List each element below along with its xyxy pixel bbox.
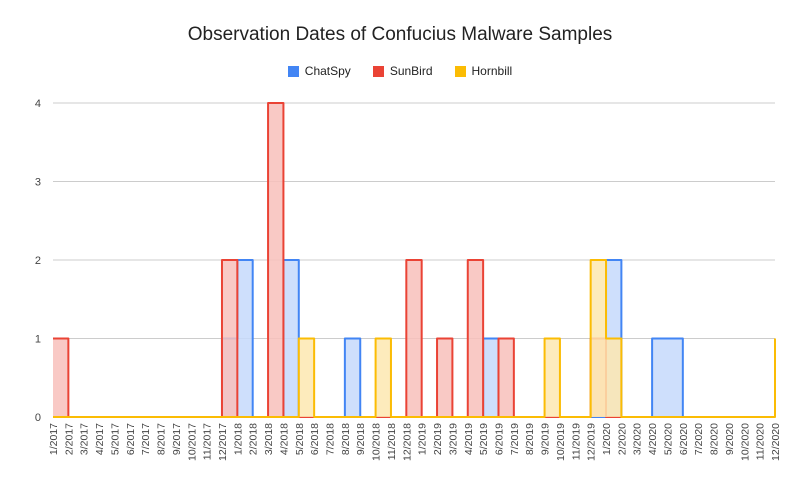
x-tick-label: 8/2020: [709, 423, 721, 455]
x-tick-label: 7/2018: [325, 423, 337, 455]
legend-swatch: [372, 65, 384, 77]
x-tick-label: 6/2020: [678, 423, 690, 455]
x-tick-label: 1/2017: [48, 423, 60, 455]
x-tick-label: 7/2019: [509, 423, 521, 455]
legend-item-hornbill: Hornbill: [454, 64, 513, 78]
x-tick-label: 11/2018: [386, 423, 398, 460]
y-tick-label: 1: [35, 334, 41, 346]
series-line-hornbill: [53, 259, 776, 418]
legend-label: Hornbill: [471, 64, 513, 78]
x-tick-label: 3/2019: [447, 423, 459, 455]
x-tick-label: 11/2019: [570, 423, 582, 460]
series-area-hornbill: [53, 260, 775, 417]
x-tick-label: 7/2020: [693, 423, 705, 455]
y-tick-label: 3: [35, 177, 41, 189]
chart-title: Observation Dates of Confucius Malware S…: [187, 24, 613, 45]
x-tick-label: 7/2017: [140, 423, 152, 455]
x-tick-label: 6/2018: [309, 423, 321, 455]
x-tick-label: 2/2017: [63, 423, 75, 455]
x-tick-label: 4/2018: [278, 423, 290, 455]
x-tick-label: 9/2017: [171, 423, 183, 455]
x-tick-label: 4/2020: [647, 423, 659, 455]
legend-swatch: [454, 65, 466, 77]
x-tick-label: 11/2020: [755, 423, 767, 460]
x-tick-label: 5/2019: [478, 423, 490, 455]
x-tick-label: 1/2019: [417, 423, 429, 455]
x-tick-label: 5/2017: [109, 423, 121, 455]
x-tick-label: 2/2019: [432, 423, 444, 455]
chart-legend: ChatSpy SunBird Hornbill: [0, 64, 800, 78]
x-tick-label: 12/2019: [586, 423, 598, 461]
x-tick-label: 5/2020: [662, 423, 674, 455]
y-tick-label: 0: [35, 412, 41, 424]
legend-label: SunBird: [389, 64, 433, 78]
x-tick-label: 12/2018: [401, 423, 413, 461]
x-tick-label: 3/2018: [263, 423, 275, 455]
x-tick-label: 3/2020: [632, 423, 644, 455]
x-tick-label: 12/2017: [217, 423, 229, 461]
x-tick-label: 10/2018: [371, 423, 383, 461]
legend-swatch: [287, 65, 299, 77]
x-tick-label: 6/2017: [125, 423, 137, 455]
x-tick-label: 8/2019: [524, 423, 536, 455]
x-tick-label: 12/2020: [770, 423, 782, 461]
x-tick-label: 8/2017: [156, 423, 168, 455]
x-tick-label: 4/2019: [463, 423, 475, 455]
x-tick-label: 8/2018: [340, 423, 352, 455]
x-tick-label: 10/2020: [739, 423, 751, 461]
legend-item-sunbird: SunBird: [372, 64, 433, 78]
y-tick-label: 4: [35, 98, 41, 110]
legend-item-chatspy: ChatSpy: [287, 64, 351, 78]
x-tick-label: 9/2020: [724, 423, 736, 455]
x-tick-label: 5/2018: [294, 423, 306, 455]
x-tick-label: 10/2017: [186, 423, 198, 461]
legend-label: ChatSpy: [304, 64, 351, 78]
x-tick-label: 11/2017: [202, 423, 214, 460]
x-tick-label: 2/2020: [616, 423, 628, 455]
x-tick-label: 6/2019: [493, 423, 505, 455]
x-tick-label: 9/2018: [355, 423, 367, 455]
x-tick-label: 4/2017: [94, 423, 106, 455]
x-tick-label: 1/2020: [601, 423, 613, 455]
x-tick-label: 9/2019: [540, 423, 552, 455]
x-tick-label: 3/2017: [79, 423, 91, 455]
x-tick-label: 2/2018: [248, 423, 260, 455]
x-tick-label: 10/2019: [555, 423, 567, 461]
x-tick-label: 1/2018: [232, 423, 244, 455]
y-tick-label: 2: [35, 255, 41, 267]
